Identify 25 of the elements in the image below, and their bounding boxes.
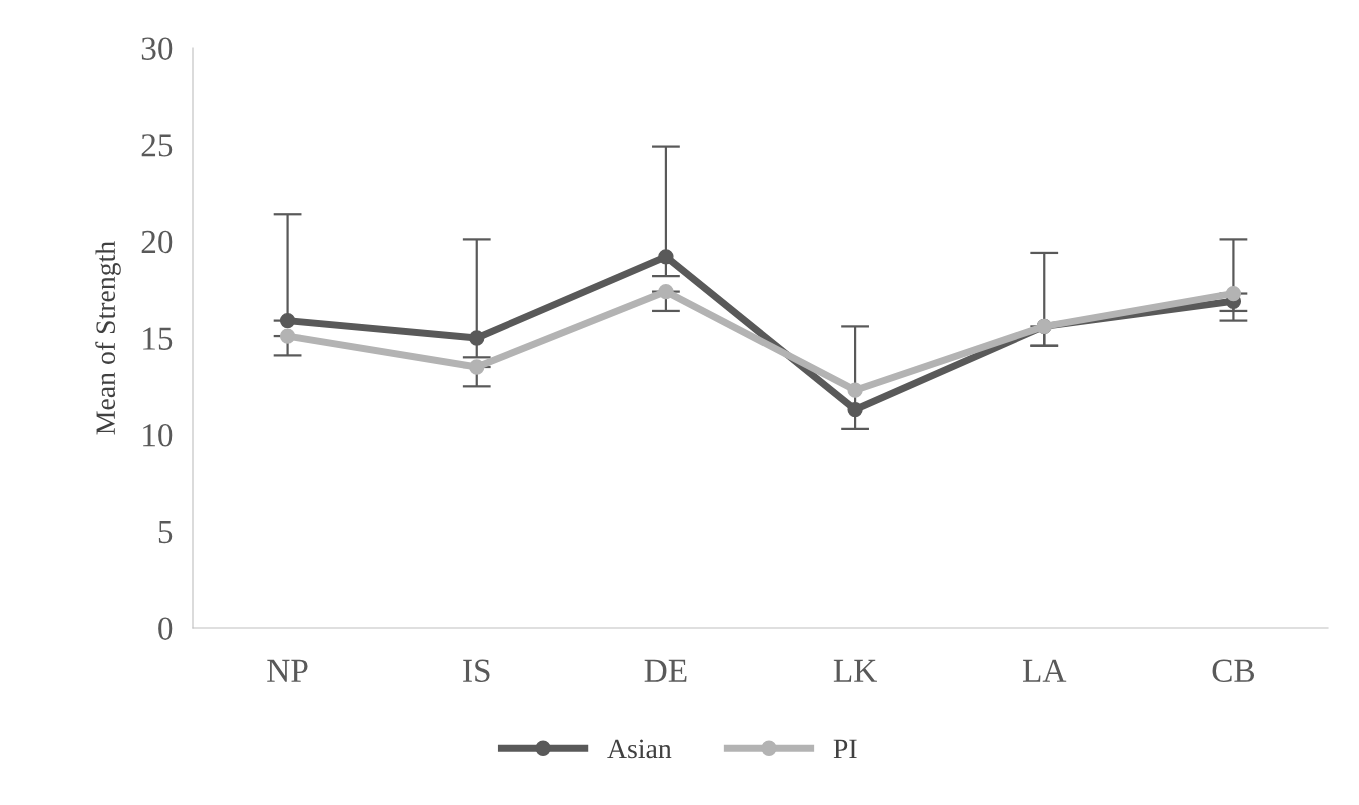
y-tick-label: 0 [158,617,173,640]
y-tick-label: 25 [141,134,173,157]
point [279,328,296,344]
point [469,359,485,375]
point [1225,285,1242,302]
y-tick-label: 30 [141,37,173,60]
y-tick-label: 10 [143,424,173,447]
y-tick-label: 20 [141,230,173,254]
point [658,283,674,300]
point [469,330,485,346]
y-tick-label: 5 [158,521,173,544]
point [847,382,863,398]
legend-label: PI [833,739,857,758]
x-tick-label: CB [1212,659,1255,683]
x-tick-label: NP [267,659,308,682]
point [279,312,296,329]
x-tick-label: LK [833,659,877,682]
y-axis-title: Mean of Strength [95,241,121,435]
x-tick-label: LA [1022,659,1067,682]
x-tick-label: IS [463,659,490,683]
legend-label: Asian [607,739,672,759]
x-tick-label: DE [644,659,687,682]
y-tick-label: 15 [143,327,173,350]
point [847,401,863,418]
point [658,249,674,265]
